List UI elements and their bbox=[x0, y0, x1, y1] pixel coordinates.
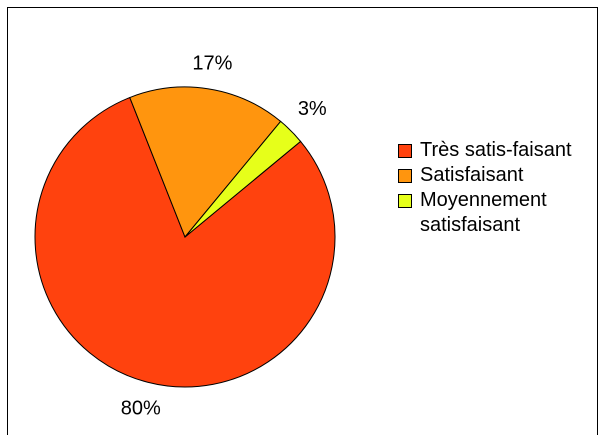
pie-slice bbox=[184, 120, 302, 238]
legend-swatch bbox=[398, 194, 412, 208]
legend-label: Satisfaisant bbox=[420, 164, 524, 186]
pie-slice bbox=[34, 96, 336, 388]
legend-label: Très satis-faisant bbox=[420, 139, 572, 161]
legend-item: Satisfaisant bbox=[398, 163, 588, 188]
data-label: 17% bbox=[192, 52, 232, 74]
legend-label: Moyennement satisfaisant bbox=[420, 189, 547, 236]
data-label: 3% bbox=[298, 98, 327, 120]
data-label: 80% bbox=[121, 398, 161, 420]
legend-item: Très satis-faisant bbox=[398, 138, 588, 163]
frame bbox=[7, 7, 598, 435]
pie-slice bbox=[129, 86, 282, 238]
legend: Très satis-faisant Satisfaisant Moyennemen… bbox=[398, 138, 588, 238]
legend-swatch bbox=[398, 169, 412, 183]
legend-item: Moyennement satisfaisant bbox=[398, 188, 588, 238]
legend-swatch bbox=[398, 144, 412, 158]
